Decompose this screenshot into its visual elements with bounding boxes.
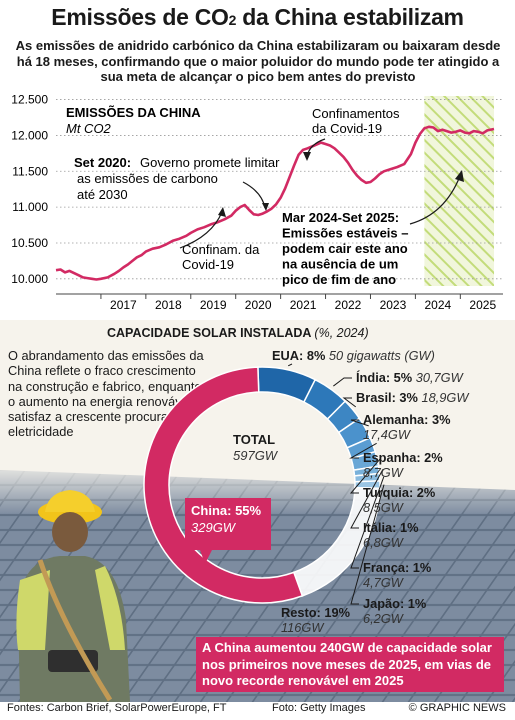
worker-figure bbox=[16, 490, 130, 702]
x-tick-label: 2017 bbox=[110, 298, 137, 312]
arrowhead-lockdown-2020 bbox=[218, 207, 226, 217]
solar-chart-title: CAPACIDADE SOLAR INSTALADA (%, 2024) bbox=[107, 326, 369, 340]
y-tick-label: 10.500 bbox=[11, 236, 48, 250]
y-tick-label: 11.500 bbox=[12, 164, 48, 178]
arrow-lockdown-2020 bbox=[179, 211, 223, 249]
x-tick-label: 2022 bbox=[335, 298, 362, 312]
leader-line bbox=[350, 469, 384, 529]
solar-intro-text: O abrandamento das emissões da China ref… bbox=[8, 348, 204, 440]
footer-photo-credit: Foto: Getty Images bbox=[272, 702, 366, 714]
y-tick-label: 12.500 bbox=[11, 93, 48, 107]
chart-title: EMISSÕES DA CHINA bbox=[66, 105, 201, 120]
arrowhead-set-2020 bbox=[262, 203, 269, 211]
leader-line bbox=[349, 442, 377, 459]
slice-label-índia: Índia: 5% 30,7GW bbox=[356, 370, 463, 385]
annotation-set-2020: Set 2020: bbox=[74, 155, 131, 170]
donut-total: TOTAL 597GW bbox=[233, 432, 278, 463]
x-tick-label: 2024 bbox=[425, 298, 452, 312]
y-tick-label: 11.000 bbox=[12, 200, 48, 214]
slice-label-frança: França: 1% 4,7GW bbox=[363, 560, 432, 590]
slice-label-espanha: Espanha: 2% 8,7GW bbox=[363, 450, 443, 480]
y-tick-label: 10.000 bbox=[11, 272, 48, 286]
china-slice-label: China: 55% 329GW bbox=[185, 498, 271, 550]
x-tick-label: 2020 bbox=[245, 298, 272, 312]
chart-unit: Mt CO2 bbox=[66, 121, 112, 136]
x-tick-label: 2019 bbox=[200, 298, 227, 312]
arrow-set-2020 bbox=[242, 181, 266, 209]
china-growth-callout: A China aumentou 240GW de capacidade sol… bbox=[196, 637, 504, 692]
page-subtitle: As emissões de anidrido carbónico da Chi… bbox=[15, 38, 501, 84]
leader-line bbox=[342, 397, 357, 408]
annotation-set-2020-text: Governo promete limitar as emissões de ca… bbox=[77, 155, 280, 202]
arrow-plateau bbox=[409, 175, 461, 225]
slice-label-alemanha: Alemanha: 3% 17,4GW bbox=[363, 412, 451, 442]
leader-line bbox=[349, 457, 382, 494]
china-label-pointer bbox=[200, 550, 212, 564]
slice-label-itália: Itália: 1% 6,8GW bbox=[363, 520, 419, 550]
arrowhead-plateau bbox=[455, 170, 464, 182]
leader-line bbox=[350, 419, 369, 427]
stable-period-shade bbox=[424, 96, 495, 286]
leader-line bbox=[350, 484, 385, 605]
footer-sources: Fontes: Carbon Brief, SolarPowerEurope, … bbox=[7, 702, 227, 714]
leader-line bbox=[333, 377, 352, 387]
slice-label-resto: Resto: 19% 116GW bbox=[281, 605, 350, 635]
leader-line bbox=[350, 476, 385, 569]
arrowhead-lockdown-2022 bbox=[303, 152, 311, 161]
leader-line bbox=[287, 363, 293, 367]
slice-label-japão: Japão: 1% 6,2GW bbox=[363, 596, 427, 626]
annotation-plateau: Mar 2024-Set 2025: Emissões estáveis – pod… bbox=[282, 210, 408, 287]
y-tick-label: 12.000 bbox=[11, 128, 48, 142]
slice-label-turquia: Turquia: 2% 8,5GW bbox=[363, 485, 436, 515]
x-tick-label: 2025 bbox=[469, 298, 496, 312]
solar-donut-chart bbox=[143, 363, 385, 605]
emissions-series-line bbox=[55, 125, 495, 281]
slice-label-brasil: Brasil: 3% 18,9GW bbox=[356, 390, 469, 405]
annotation-lockdown-2022: Confinamentos da Covid-19 bbox=[312, 106, 400, 136]
emissions-line-chart: 10.000 10.500 11.000 11.500 12.000 12.500 201… bbox=[11, 93, 503, 312]
slice-label-eua: EUA: 8% 50 gigawatts (GW) bbox=[272, 348, 435, 363]
page-title: Emissões de CO2 da China estabilizam bbox=[51, 4, 464, 30]
x-tick-label: 2021 bbox=[290, 298, 317, 312]
x-tick-label: 2018 bbox=[155, 298, 182, 312]
footer-brand: © GRAPHIC NEWS bbox=[408, 702, 506, 714]
annotation-lockdown-2020: Confinam. da Covid-19 bbox=[182, 242, 260, 272]
x-tick-label: 2023 bbox=[380, 298, 407, 312]
donut-slice-china bbox=[143, 366, 304, 604]
